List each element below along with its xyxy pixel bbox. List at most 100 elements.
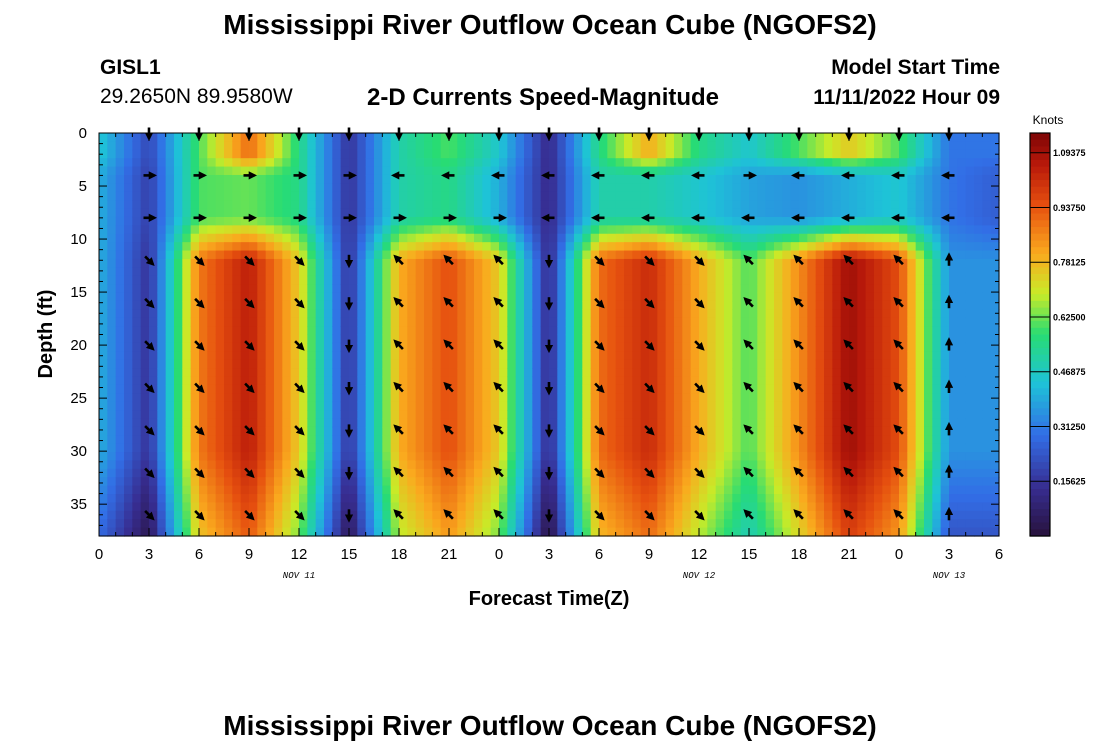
- heatmap-cell: [949, 141, 958, 151]
- heatmap-cell: [424, 149, 433, 159]
- heatmap-cell: [357, 435, 367, 445]
- heatmap-cell: [457, 317, 467, 327]
- heatmap-cell: [374, 158, 383, 168]
- heatmap-cell: [849, 191, 858, 201]
- heatmap-cell: [540, 284, 550, 294]
- heatmap-cell: [132, 342, 142, 352]
- heatmap-cell: [99, 368, 108, 378]
- heatmap-cell: [349, 460, 358, 470]
- heatmap-cell: [715, 275, 725, 285]
- heatmap-cell: [249, 393, 258, 403]
- heatmap-cell: [607, 477, 617, 487]
- heatmap-cell: [582, 334, 592, 344]
- heatmap-cell: [407, 460, 417, 470]
- heatmap-cell: [624, 452, 633, 462]
- heatmap-cell: [282, 133, 292, 142]
- heatmap-cell: [599, 183, 608, 193]
- heatmap-cell: [657, 519, 667, 529]
- heatmap-cell: [199, 225, 208, 235]
- heatmap-cell: [624, 183, 633, 193]
- heatmap-cell: [215, 216, 225, 226]
- heatmap-cell: [807, 494, 817, 504]
- heatmap-cell: [149, 477, 158, 487]
- heatmap-cell: [99, 183, 108, 193]
- heatmap-cell: [699, 166, 708, 176]
- heatmap-cell: [957, 384, 967, 394]
- heatmap-cell: [374, 141, 383, 151]
- heatmap-cell: [165, 200, 175, 210]
- heatmap-cell: [232, 242, 242, 252]
- heatmap-cell: [432, 166, 442, 176]
- heatmap-cell: [657, 418, 667, 428]
- heatmap-cell: [424, 401, 433, 411]
- heatmap-cell: [732, 426, 742, 436]
- heatmap-cell: [699, 284, 708, 294]
- heatmap-cell: [132, 233, 142, 243]
- heatmap-cell: [457, 519, 467, 529]
- heatmap-cell: [832, 485, 842, 495]
- heatmap-cell: [665, 477, 675, 487]
- heatmap-cell: [190, 258, 200, 268]
- heatmap-cell: [365, 435, 375, 445]
- heatmap-cell: [674, 300, 683, 310]
- heatmap-cell: [732, 359, 742, 369]
- heatmap-cell: [390, 158, 400, 168]
- heatmap-cell: [590, 250, 600, 260]
- heatmap-cell: [149, 133, 158, 142]
- heatmap-cell: [324, 410, 333, 420]
- heatmap-cell: [140, 242, 150, 252]
- heatmap-cell: [690, 166, 700, 176]
- heatmap-cell: [799, 510, 808, 520]
- heatmap-cell: [665, 368, 675, 378]
- heatmap-cell: [549, 502, 558, 512]
- heatmap-cell: [165, 216, 175, 226]
- heatmap-cell: [765, 443, 775, 453]
- heatmap-cell: [949, 477, 958, 487]
- heatmap-cell: [482, 326, 492, 336]
- heatmap-cell: [315, 519, 325, 529]
- heatmap-cell: [882, 351, 892, 361]
- heatmap-cell: [424, 410, 433, 420]
- heatmap-cell: [249, 233, 258, 243]
- heatmap-cell: [207, 494, 217, 504]
- heatmap-cell: [582, 275, 592, 285]
- heatmap-cell: [682, 208, 692, 218]
- heatmap-cell: [157, 460, 167, 470]
- heatmap-cell: [357, 460, 367, 470]
- heatmap-cell: [215, 258, 225, 268]
- heatmap-cell: [357, 183, 367, 193]
- heatmap-cell: [474, 149, 483, 159]
- heatmap-cell: [924, 191, 933, 201]
- heatmap-cell: [182, 452, 192, 462]
- heatmap-cell: [732, 158, 742, 168]
- heatmap-cell: [574, 452, 583, 462]
- heatmap-cell: [574, 376, 583, 386]
- heatmap-cell: [824, 258, 833, 268]
- heatmap-cell: [182, 183, 192, 193]
- heatmap-cell: [907, 309, 917, 319]
- heatmap-cell: [774, 242, 783, 252]
- heatmap-cell: [232, 208, 242, 218]
- heatmap-cell: [657, 133, 667, 142]
- heatmap-cell: [540, 359, 550, 369]
- heatmap-cell: [549, 510, 558, 520]
- heatmap-cell: [232, 384, 242, 394]
- heatmap-cell: [957, 393, 967, 403]
- heatmap-cell: [632, 401, 642, 411]
- heatmap-cell: [507, 401, 517, 411]
- heatmap-cell: [157, 216, 167, 226]
- heatmap-cell: [274, 452, 283, 462]
- heatmap-cell: [215, 477, 225, 487]
- heatmap-cell: [832, 418, 842, 428]
- heatmap-cell: [615, 418, 625, 428]
- heatmap-cell: [540, 267, 550, 277]
- heatmap-cell: [590, 502, 600, 512]
- heatmap-cell: [715, 183, 725, 193]
- heatmap-cell: [124, 426, 133, 436]
- heatmap-cell: [957, 410, 967, 420]
- heatmap-cell: [799, 141, 808, 151]
- heatmap-cell: [490, 393, 500, 403]
- heatmap-cell: [165, 527, 175, 537]
- heatmap-cell: [949, 191, 958, 201]
- heatmap-cell: [740, 191, 750, 201]
